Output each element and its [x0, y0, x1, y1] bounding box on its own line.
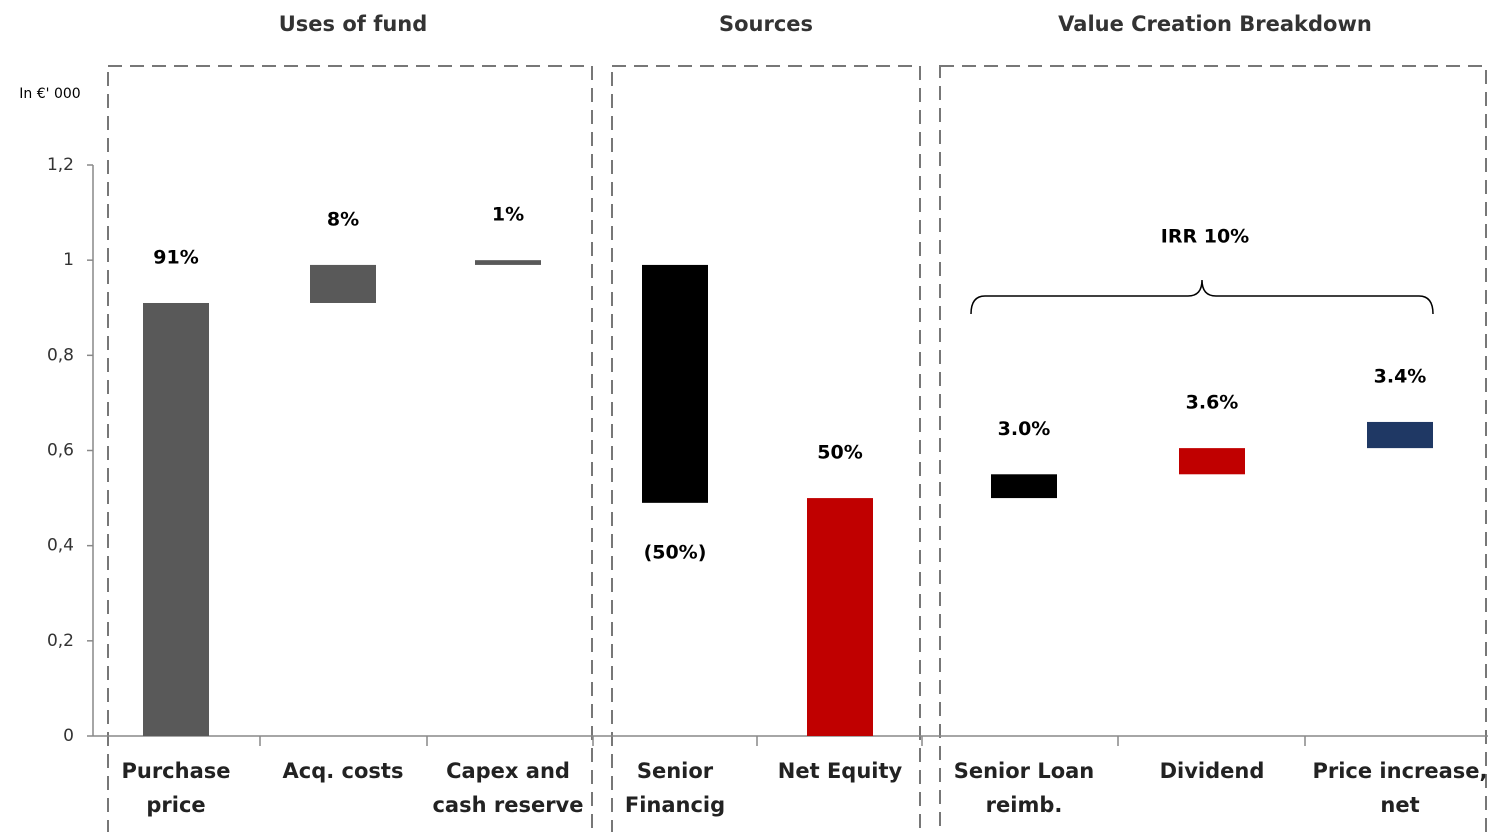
data-label: 8% — [327, 208, 359, 230]
y-tick-label: 0 — [63, 726, 74, 746]
data-label: 50% — [817, 442, 862, 464]
bar — [475, 260, 541, 265]
data-label: 3.0% — [998, 418, 1051, 440]
bar — [310, 264, 376, 303]
data-label: 3.6% — [1186, 392, 1239, 414]
y-tick-label: 0,2 — [47, 631, 74, 651]
data-label: 3.4% — [1374, 365, 1427, 387]
y-tick-label: 0,8 — [47, 345, 74, 365]
x-tick-label: reimb. — [986, 793, 1063, 817]
bar — [807, 498, 873, 736]
y-tick-label: 0,6 — [47, 441, 74, 461]
data-label: 1% — [492, 204, 524, 226]
x-tick-label: cash reserve — [432, 793, 583, 817]
x-tick-label: Price increase, — [1312, 759, 1487, 783]
panel-frame — [107, 65, 593, 832]
x-tick-label: Financig — [625, 793, 725, 817]
x-tick-label: Capex and — [446, 759, 570, 783]
x-tick-label: Purchase — [121, 759, 230, 783]
bar — [1367, 421, 1433, 449]
y-tick-label: 1 — [63, 250, 74, 270]
bar — [143, 302, 209, 736]
panel-frame — [939, 65, 1487, 832]
y-tick-label: 1,2 — [47, 155, 74, 175]
x-tick-label: Senior Loan — [954, 759, 1095, 783]
panel-title: Sources — [719, 12, 813, 36]
y-axis-label: In €' 000 — [19, 86, 80, 102]
bar — [642, 264, 708, 503]
x-tick-label: Senior — [637, 759, 714, 783]
panel-frame — [611, 65, 921, 832]
x-tick-label: net — [1380, 793, 1419, 817]
annotation: IRR 10% — [1161, 226, 1249, 248]
panel-title: Value Creation Breakdown — [1058, 12, 1372, 36]
data-label: 91% — [153, 246, 198, 268]
x-tick-label: Dividend — [1160, 759, 1265, 783]
bar — [991, 474, 1057, 499]
y-tick-label: 0,4 — [47, 536, 74, 556]
x-tick-label: Acq. costs — [283, 759, 404, 783]
bar — [1179, 448, 1245, 475]
data-label: (50%) — [644, 541, 707, 563]
x-tick-label: Net Equity — [778, 759, 903, 783]
x-tick-label: price — [146, 793, 205, 817]
panel-title: Uses of fund — [279, 12, 428, 36]
brace — [970, 279, 1434, 315]
